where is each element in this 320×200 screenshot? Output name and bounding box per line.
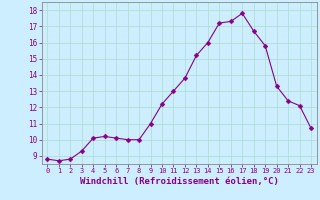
X-axis label: Windchill (Refroidissement éolien,°C): Windchill (Refroidissement éolien,°C)	[80, 177, 279, 186]
